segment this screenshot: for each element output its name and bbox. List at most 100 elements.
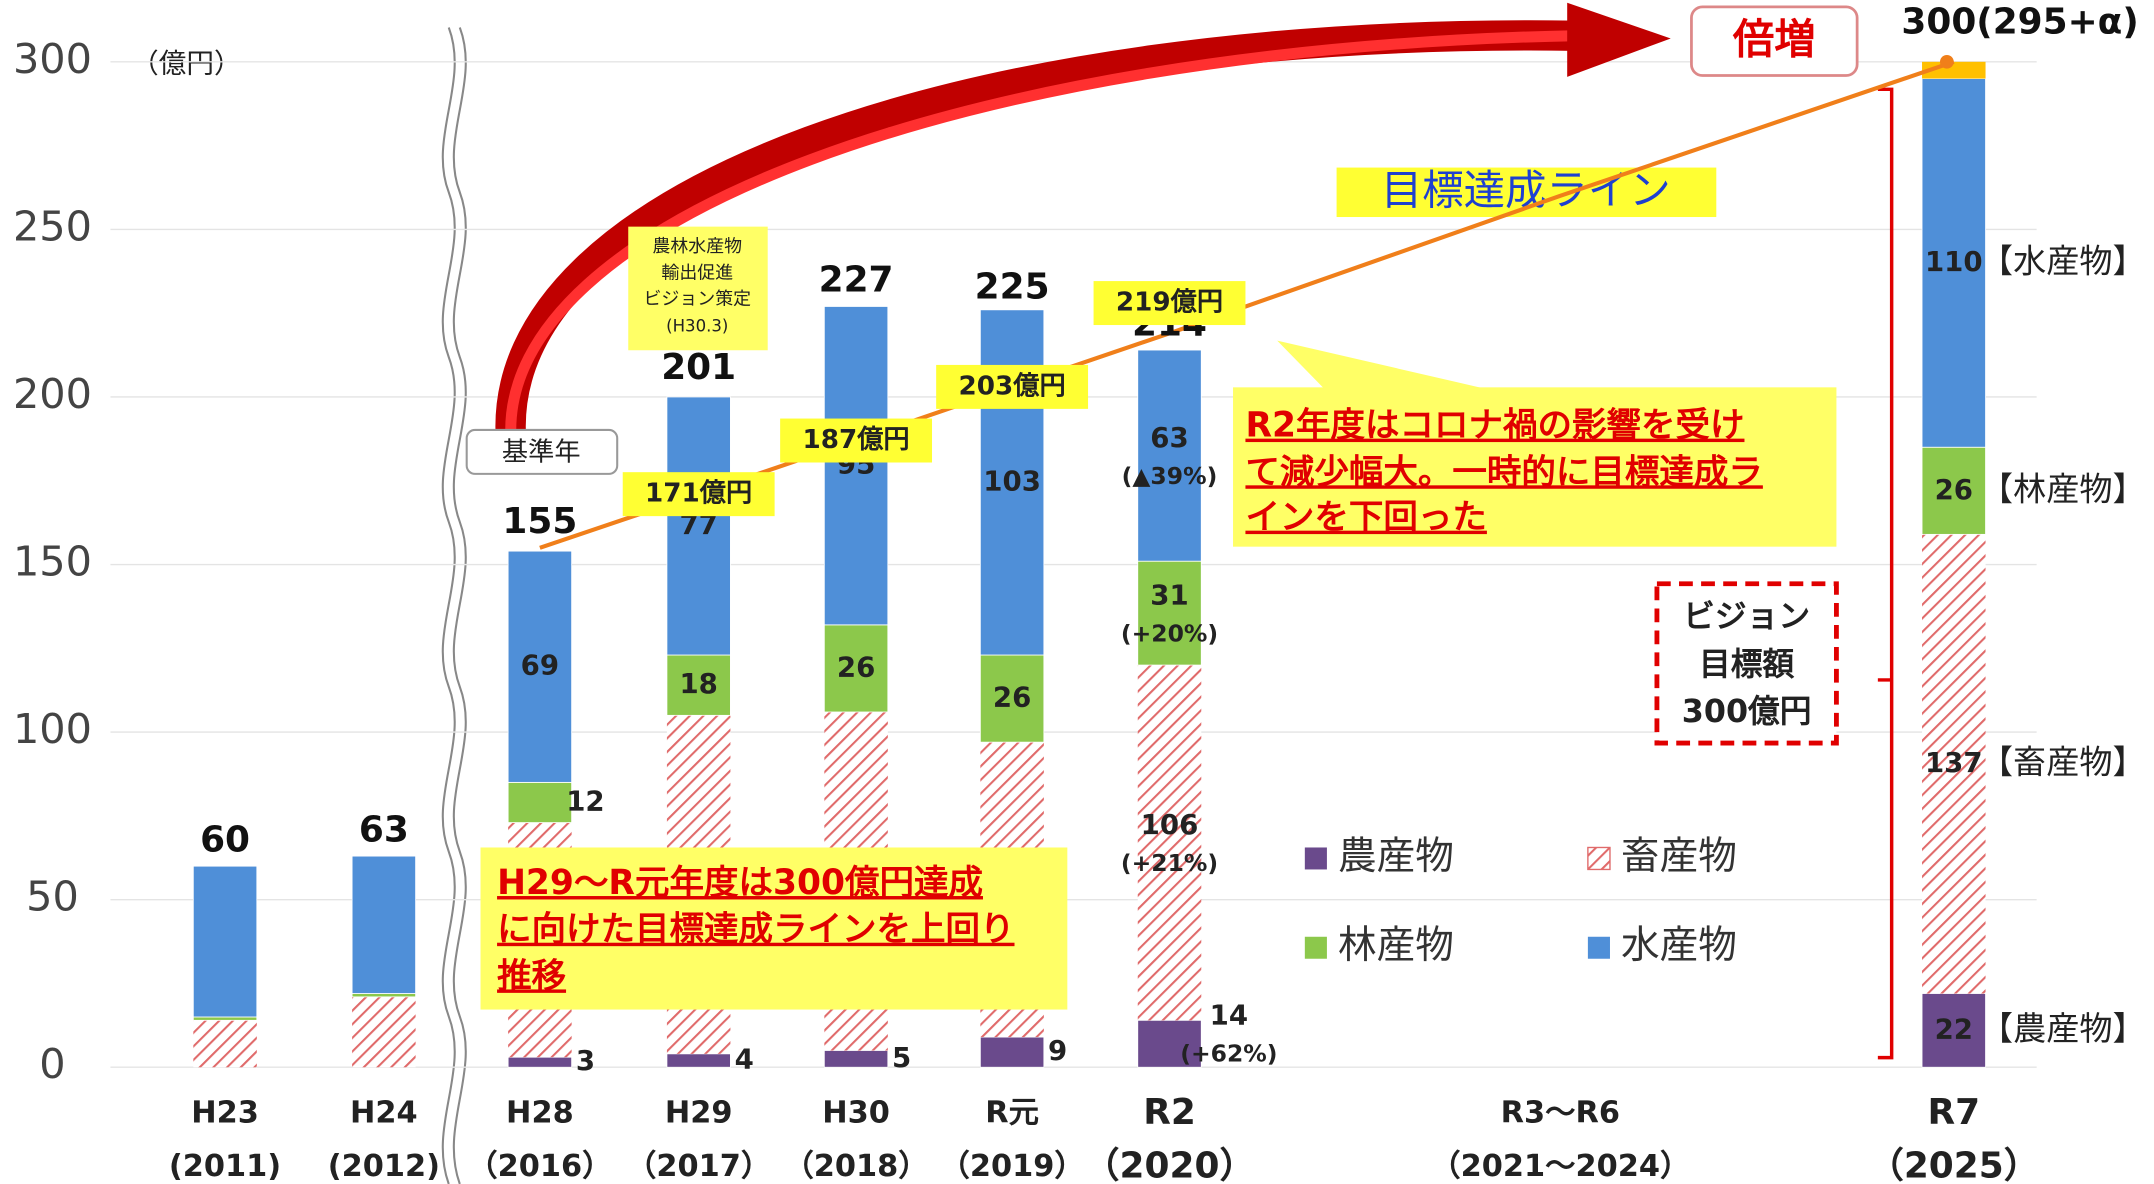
y-tick-label: 50: [26, 873, 79, 921]
y-tick-label: 250: [13, 202, 92, 250]
x-tick-label: H29: [665, 1095, 733, 1130]
legend-swatch: [1588, 847, 1610, 869]
bar-segment: [508, 782, 572, 822]
segment-value-label: 26: [837, 651, 875, 683]
bar-segment: [193, 1017, 257, 1020]
segment-value-label: 103: [983, 465, 1041, 497]
legend-label: 畜産物: [1621, 834, 1737, 879]
bar-segment: [352, 997, 416, 1067]
r7-category-label: 【畜産物】: [1980, 742, 2146, 781]
x-tick-sublabel: （2016）: [467, 1149, 612, 1184]
change-label: (+20%): [1121, 620, 1218, 648]
x-tick-sublabel: (2012): [328, 1149, 440, 1184]
target-value-label: 171億円: [645, 479, 752, 509]
target-value-label: 219億円: [1116, 288, 1223, 318]
x-tick-label: H23: [191, 1095, 259, 1130]
bar-segment: [193, 866, 257, 1017]
x-tick-sublabel: (2011): [169, 1149, 281, 1184]
vision-bracket: [1878, 89, 1892, 1057]
segment-value-label: 63: [1150, 422, 1188, 454]
axis-break: [454, 27, 466, 1184]
bar-segment: [824, 1050, 888, 1067]
vision-target-line: ビジョン: [1683, 599, 1810, 635]
target-value-label: 203億円: [959, 371, 1066, 401]
r7-category-label: 【農産物】: [1980, 1009, 2146, 1048]
total-label: 300(295+α): [1901, 1, 2138, 42]
bar-segment: [508, 1057, 572, 1067]
target-endpoint: [1940, 55, 1954, 69]
base-year-label: 基準年: [502, 438, 581, 468]
x-tick-label: R3〜R6: [1501, 1095, 1620, 1130]
r7-category-label: 【林産物】: [1980, 469, 2146, 508]
unit-label: （億円）: [131, 48, 241, 80]
h29-note-line: H29〜R元年度は300億円達成: [497, 863, 983, 903]
total-label: 63: [359, 809, 409, 850]
vision-note-line: 農林水産物: [652, 236, 742, 257]
h29-note-line: に向けた目標達成ラインを上回り: [497, 910, 1014, 950]
vision-target-line: 目標額: [1699, 647, 1795, 683]
bar-segment: [1138, 350, 1202, 561]
segment-value-label: 110: [1925, 246, 1983, 278]
segment-value-label: 69: [521, 650, 559, 682]
body: （億円） 050100150200250300H23(2011)H24(2012…: [0, 0, 2154, 1184]
x-tick-sublabel: （2020）: [1084, 1146, 1256, 1184]
x-tick-sublabel: （2019）: [939, 1149, 1084, 1184]
r2-note-line: R2年度はコロナ禍の影響を受け: [1245, 406, 1744, 446]
segment-value-label: 9: [1048, 1035, 1067, 1067]
x-tick-sublabel: （2018）: [783, 1149, 928, 1184]
segment-value-label: 12: [566, 786, 604, 818]
segment-value-label: 14: [1210, 999, 1248, 1031]
x-tick-label: H30: [822, 1095, 890, 1130]
vision-note-line: 輸出促進: [661, 262, 733, 283]
segment-value-label: 18: [679, 668, 717, 700]
total-label: 225: [975, 267, 1050, 308]
bar-segment: [193, 1020, 257, 1067]
h29-note-line: 推移: [497, 957, 566, 997]
vision-note-line: ビジョン策定: [643, 288, 751, 309]
r2-note-line: て減少幅大。一時的に目標達成ラ: [1245, 452, 1762, 492]
vision-target-line: 300億円: [1682, 694, 1812, 730]
r2-note-pointer: [1277, 341, 1491, 390]
total-label: 155: [502, 501, 577, 542]
axis-break: [443, 27, 455, 1184]
y-tick-label: 150: [13, 538, 92, 586]
x-tick-label: H24: [350, 1095, 418, 1130]
segment-value-label: 26: [1935, 474, 1973, 506]
legend-label: 農産物: [1338, 834, 1454, 879]
y-tick-label: 300: [13, 35, 92, 83]
x-tick-label: H28: [506, 1095, 574, 1130]
doubling-arrowhead: [1567, 3, 1671, 77]
total-label: 227: [819, 260, 894, 301]
segment-value-label: 106: [1141, 809, 1199, 841]
y-tick-label: 200: [13, 370, 92, 418]
bar-segment: [352, 856, 416, 993]
r7-category-label: 【水産物】: [1980, 241, 2146, 280]
r2-note-line: インを下回った: [1245, 498, 1486, 538]
x-tick-label: R7: [1927, 1092, 1980, 1133]
x-tick-label: R2: [1143, 1092, 1196, 1133]
y-tick-label: 100: [13, 705, 92, 753]
segment-value-label: 5: [892, 1042, 911, 1074]
chart: （億円） 050100150200250300H23(2011)H24(2012…: [0, 0, 2154, 1184]
x-tick-sublabel: （2025）: [1868, 1146, 2040, 1184]
total-label: 60: [200, 819, 250, 860]
total-label: 201: [661, 347, 736, 388]
x-tick-sublabel: （2017）: [626, 1149, 771, 1184]
x-tick-label: R元: [985, 1095, 1039, 1130]
x-tick-sublabel: （2021〜2024）: [1430, 1149, 1690, 1184]
target-value-label: 187億円: [802, 425, 909, 455]
bar-segment: [352, 994, 416, 997]
bar-segment: [980, 1037, 1044, 1067]
segment-value-label: 22: [1935, 1013, 1973, 1045]
bar-segment: [1138, 561, 1202, 665]
change-label: (▲39%): [1122, 462, 1218, 490]
vision-note-line: (H30.3): [666, 316, 728, 335]
legend-label: 水産物: [1621, 923, 1737, 968]
segment-value-label: 4: [735, 1044, 754, 1076]
legend-swatch: [1588, 937, 1610, 959]
legend-label: 林産物: [1338, 923, 1454, 968]
segment-value-label: 31: [1150, 580, 1188, 612]
change-label: (+62%): [1180, 1039, 1277, 1067]
bar-segment: [1138, 665, 1202, 1020]
doubling-label: 倍増: [1732, 16, 1816, 64]
